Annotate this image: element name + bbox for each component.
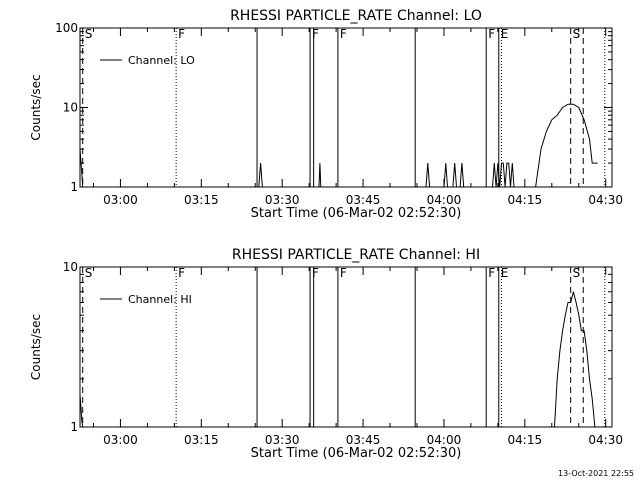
chart-title: RHESSI PARTICLE_RATE Channel: HI xyxy=(232,247,480,263)
event-marker-label: F xyxy=(178,266,185,280)
x-tick-label: 04:15 xyxy=(508,433,543,447)
plot-frame xyxy=(79,266,613,428)
legend-label: Channel: LO xyxy=(128,54,195,67)
x-tick-label: 03:15 xyxy=(184,433,219,447)
event-marker-label: F xyxy=(312,27,319,41)
event-marker-label: E xyxy=(501,266,509,280)
y-tick-label: 10 xyxy=(63,260,78,274)
y-tick-label: 10 xyxy=(63,101,78,115)
x-axis-label: Start Time (06-Mar-02 02:52:30) xyxy=(251,206,462,221)
plot-frame xyxy=(79,27,613,188)
x-tick-label: 03:45 xyxy=(346,433,381,447)
x-tick-label: 03:00 xyxy=(103,193,138,207)
event-marker-label: S xyxy=(573,266,581,280)
x-tick-label: 04:00 xyxy=(427,193,462,207)
x-tick-label: 04:30 xyxy=(588,433,623,447)
chart-title: RHESSI PARTICLE_RATE Channel: LO xyxy=(230,8,482,24)
x-axis-label: Start Time (06-Mar-02 02:52:30) xyxy=(251,446,462,461)
event-marker-label: F xyxy=(178,27,185,41)
legend-label: Channel: HI xyxy=(128,293,192,306)
y-tick-label: 100 xyxy=(55,21,78,35)
series-line xyxy=(79,103,598,188)
event-marker-label: F xyxy=(488,266,495,280)
event-marker-label: S xyxy=(85,266,93,280)
event-marker-label: E xyxy=(501,27,509,41)
event-marker-label: S xyxy=(85,27,93,41)
x-tick-label: 03:30 xyxy=(265,193,300,207)
footer-timestamp: 13-Oct-2021 22:55 xyxy=(558,469,634,478)
y-axis-label: Counts/sec xyxy=(29,314,43,380)
y-tick-label: 1 xyxy=(70,180,78,194)
x-tick-label: 03:30 xyxy=(265,433,300,447)
y-tick-label: 1 xyxy=(70,420,78,434)
event-marker-label: S xyxy=(573,27,581,41)
series-line xyxy=(79,291,596,428)
x-tick-label: 04:30 xyxy=(588,193,623,207)
x-tick-label: 04:15 xyxy=(508,193,543,207)
y-axis-label: Counts/sec xyxy=(29,74,43,140)
x-tick-label: 03:45 xyxy=(346,193,381,207)
x-tick-label: 03:00 xyxy=(103,433,138,447)
event-marker-label: F xyxy=(340,27,347,41)
event-marker-label: F xyxy=(488,27,495,41)
event-marker-label: F xyxy=(312,266,319,280)
event-marker-label: F xyxy=(340,266,347,280)
x-tick-label: 03:15 xyxy=(184,193,219,207)
x-tick-label: 04:00 xyxy=(427,433,462,447)
